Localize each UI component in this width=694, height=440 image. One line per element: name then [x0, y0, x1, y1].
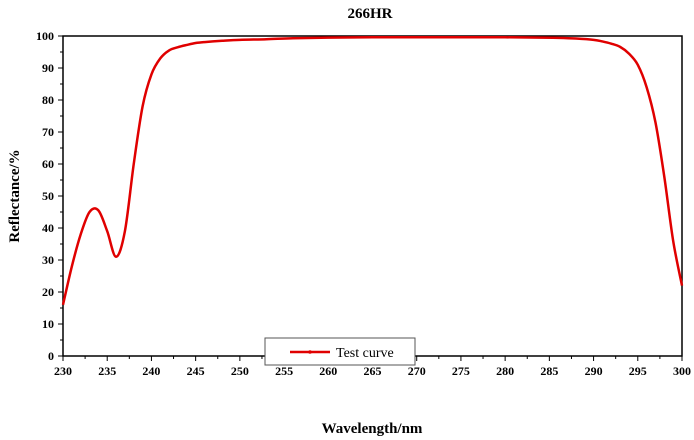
y-tick-label: 80: [42, 93, 54, 107]
x-tick-label: 270: [408, 364, 426, 378]
x-tick-label: 235: [98, 364, 116, 378]
x-tick-label: 280: [496, 364, 514, 378]
x-tick-label: 290: [585, 364, 603, 378]
x-tick-label: 260: [319, 364, 337, 378]
x-tick-label: 265: [364, 364, 382, 378]
y-tick-label: 100: [36, 29, 54, 43]
y-axis-title: Reflectance/%: [7, 149, 23, 242]
x-tick-label: 295: [629, 364, 647, 378]
x-tick-label: 240: [142, 364, 160, 378]
y-tick-label: 20: [42, 285, 54, 299]
x-tick-label: 245: [187, 364, 205, 378]
y-axis: 0 10 20 30 40 50 60 70 80 90 100: [36, 29, 63, 363]
plot-frame: [62, 35, 683, 357]
x-tick-label: 275: [452, 364, 470, 378]
y-tick-label: 70: [42, 125, 54, 139]
x-tick-label: 300: [673, 364, 691, 378]
chart-title: 266HR: [348, 6, 393, 22]
y-tick-label: 60: [42, 157, 54, 171]
x-tick-label: 230: [54, 364, 72, 378]
y-tick-label: 10: [42, 317, 54, 331]
y-tick-label: 0: [48, 349, 54, 363]
legend: Test curve: [264, 337, 416, 366]
series-line-test-curve: [61, 36, 684, 306]
legend-marker: [308, 350, 312, 354]
x-tick-label: 255: [275, 364, 293, 378]
y-tick-label: 90: [42, 61, 54, 75]
y-tick-label: 30: [42, 253, 54, 267]
legend-label: Test curve: [336, 346, 394, 361]
x-tick-label: 285: [540, 364, 558, 378]
x-tick-label: 250: [231, 364, 249, 378]
y-tick-label: 50: [42, 189, 54, 203]
y-tick-label: 40: [42, 221, 54, 235]
x-axis-title: Wavelength/nm: [322, 421, 423, 437]
